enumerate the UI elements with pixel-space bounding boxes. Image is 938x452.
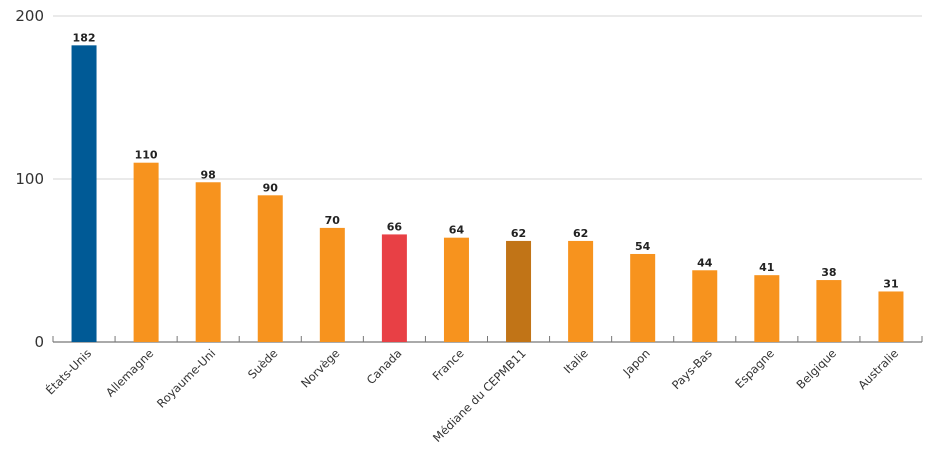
x-tick-label: États-Unis (42, 346, 94, 398)
x-tick-label: Belgique (794, 346, 839, 391)
data-label: 38 (821, 266, 836, 279)
x-tick-label: Australie (855, 346, 901, 392)
x-tick-label: Canada (364, 346, 405, 387)
x-tick-label: Suède (245, 346, 280, 381)
bar (878, 291, 904, 342)
y-tick-label: 100 (15, 170, 44, 188)
bar (133, 162, 159, 342)
bar (568, 240, 594, 342)
bar (257, 195, 283, 342)
data-label: 62 (511, 227, 526, 240)
bar (692, 270, 718, 342)
bar (195, 182, 221, 342)
bar (319, 227, 345, 342)
x-tick-label: Espagne (732, 346, 777, 391)
y-tick-label: 0 (34, 333, 44, 351)
y-tick-label: 200 (15, 7, 44, 25)
data-label: 44 (697, 256, 713, 269)
bar (816, 280, 842, 342)
data-label: 41 (759, 261, 774, 274)
data-label: 62 (573, 227, 588, 240)
x-tick-label: Allemagne (103, 346, 156, 399)
bar (630, 253, 656, 342)
bar (381, 234, 407, 342)
data-label: 66 (387, 220, 403, 233)
data-label: 98 (201, 168, 216, 181)
bar (443, 237, 469, 342)
data-label: 64 (449, 224, 465, 237)
bar (754, 275, 780, 342)
data-label: 182 (73, 31, 96, 44)
data-label: 31 (883, 277, 898, 290)
data-label: 110 (135, 149, 158, 162)
x-tick-label: Norvège (298, 346, 342, 390)
x-tick-label: Royaume-Uni (154, 346, 218, 410)
x-tick-label: Pays-Bas (669, 346, 715, 392)
data-label: 90 (263, 181, 279, 194)
data-label: 70 (325, 214, 341, 227)
bar (506, 240, 532, 342)
bar (71, 45, 97, 343)
x-tick-label: France (430, 346, 467, 383)
x-tick-label: Japon (620, 346, 653, 379)
data-label: 54 (635, 240, 651, 253)
x-tick-label: Italie (561, 346, 591, 376)
